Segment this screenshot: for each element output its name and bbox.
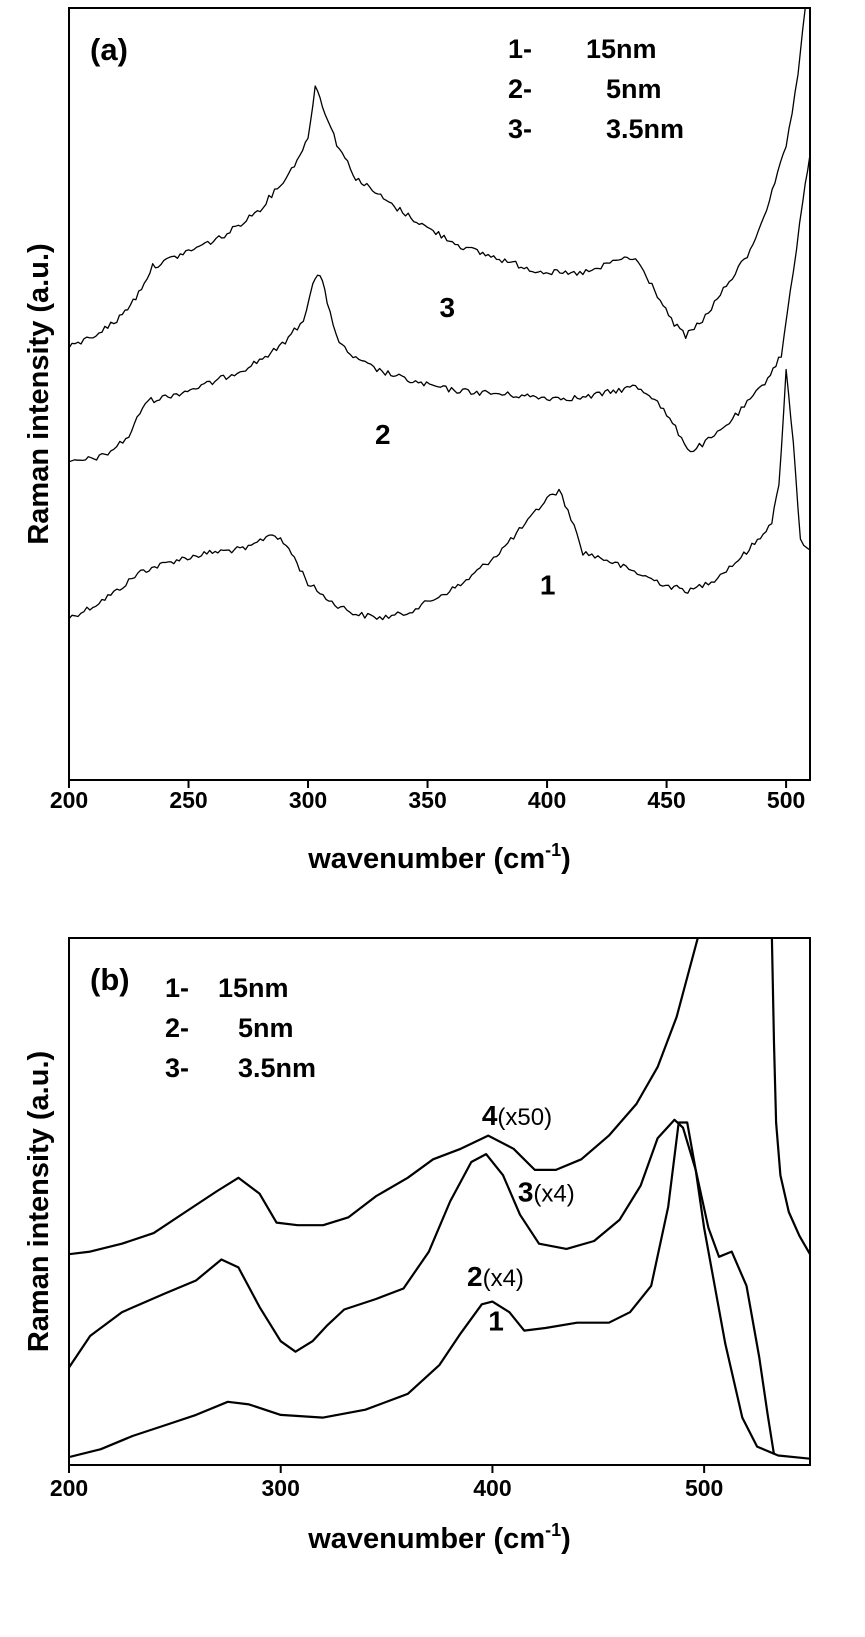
- legend-number: 1-: [508, 34, 532, 64]
- series-3-label: 3(x4): [518, 1177, 575, 1208]
- legend-size: 5nm: [606, 74, 662, 104]
- legend-number: 1-: [165, 973, 189, 1003]
- legend-number: 2-: [165, 1013, 189, 1043]
- legend-size: 5nm: [238, 1013, 294, 1043]
- panel-1: 200 300 400 500 wavenumber (cm-1) Raman inten…: [23, 937, 811, 1555]
- series-2-line: [69, 154, 810, 463]
- legend-number: 3-: [508, 114, 532, 144]
- y-axis-title: Raman intensity (a.u.): [23, 243, 55, 544]
- series-3-line: [69, 938, 699, 1256]
- x-tick-label: 300: [262, 1475, 300, 1501]
- x-axis-title: wavenumber (cm-1): [307, 840, 571, 875]
- x-tick-label: 400: [473, 1475, 511, 1501]
- legend-size: 15nm: [586, 34, 657, 64]
- x-tick-label: 400: [528, 787, 566, 813]
- x-tick-label: 300: [289, 787, 327, 813]
- plot-frame: [68, 937, 811, 1466]
- x-tick-label: 500: [767, 787, 805, 813]
- x-tick-label: 200: [50, 1475, 88, 1501]
- legend-number: 3-: [165, 1053, 189, 1083]
- series-4-label: 4(x50): [482, 1100, 552, 1131]
- series-1-label: 1: [488, 1306, 504, 1337]
- panel-label: (b): [90, 962, 130, 997]
- series-1-label: 1: [540, 570, 556, 601]
- series-2-label: 2(x4): [467, 1261, 524, 1292]
- panel-label: (a): [90, 32, 128, 67]
- legend-size: 3.5nm: [238, 1053, 316, 1083]
- x-tick-label: 250: [169, 787, 207, 813]
- x-axis-title: wavenumber (cm-1): [307, 1520, 571, 1555]
- plot-frame: [68, 7, 811, 781]
- legend-size: 3.5nm: [606, 114, 684, 144]
- legend-number: 2-: [508, 74, 532, 104]
- x-tick-label: 450: [647, 787, 685, 813]
- x-tick-label: 350: [408, 787, 446, 813]
- series-2-line: [69, 1118, 776, 1455]
- legend-size: 15nm: [218, 973, 289, 1003]
- series-3-label: 3: [440, 292, 456, 323]
- series-3-line: [69, 8, 806, 349]
- panel-0: 200 250 300 350 400 450 500 wavenumber (cm-1) Ra…: [23, 7, 811, 875]
- series-1-line: [69, 368, 810, 621]
- y-axis-title: Raman intensity (a.u.): [23, 1051, 55, 1352]
- series-2-label: 2: [375, 419, 391, 450]
- series-4-line: [770, 938, 810, 1255]
- x-tick-label: 200: [50, 787, 88, 813]
- series-1-line: [69, 1121, 810, 1460]
- x-tick-label: 500: [685, 1475, 723, 1501]
